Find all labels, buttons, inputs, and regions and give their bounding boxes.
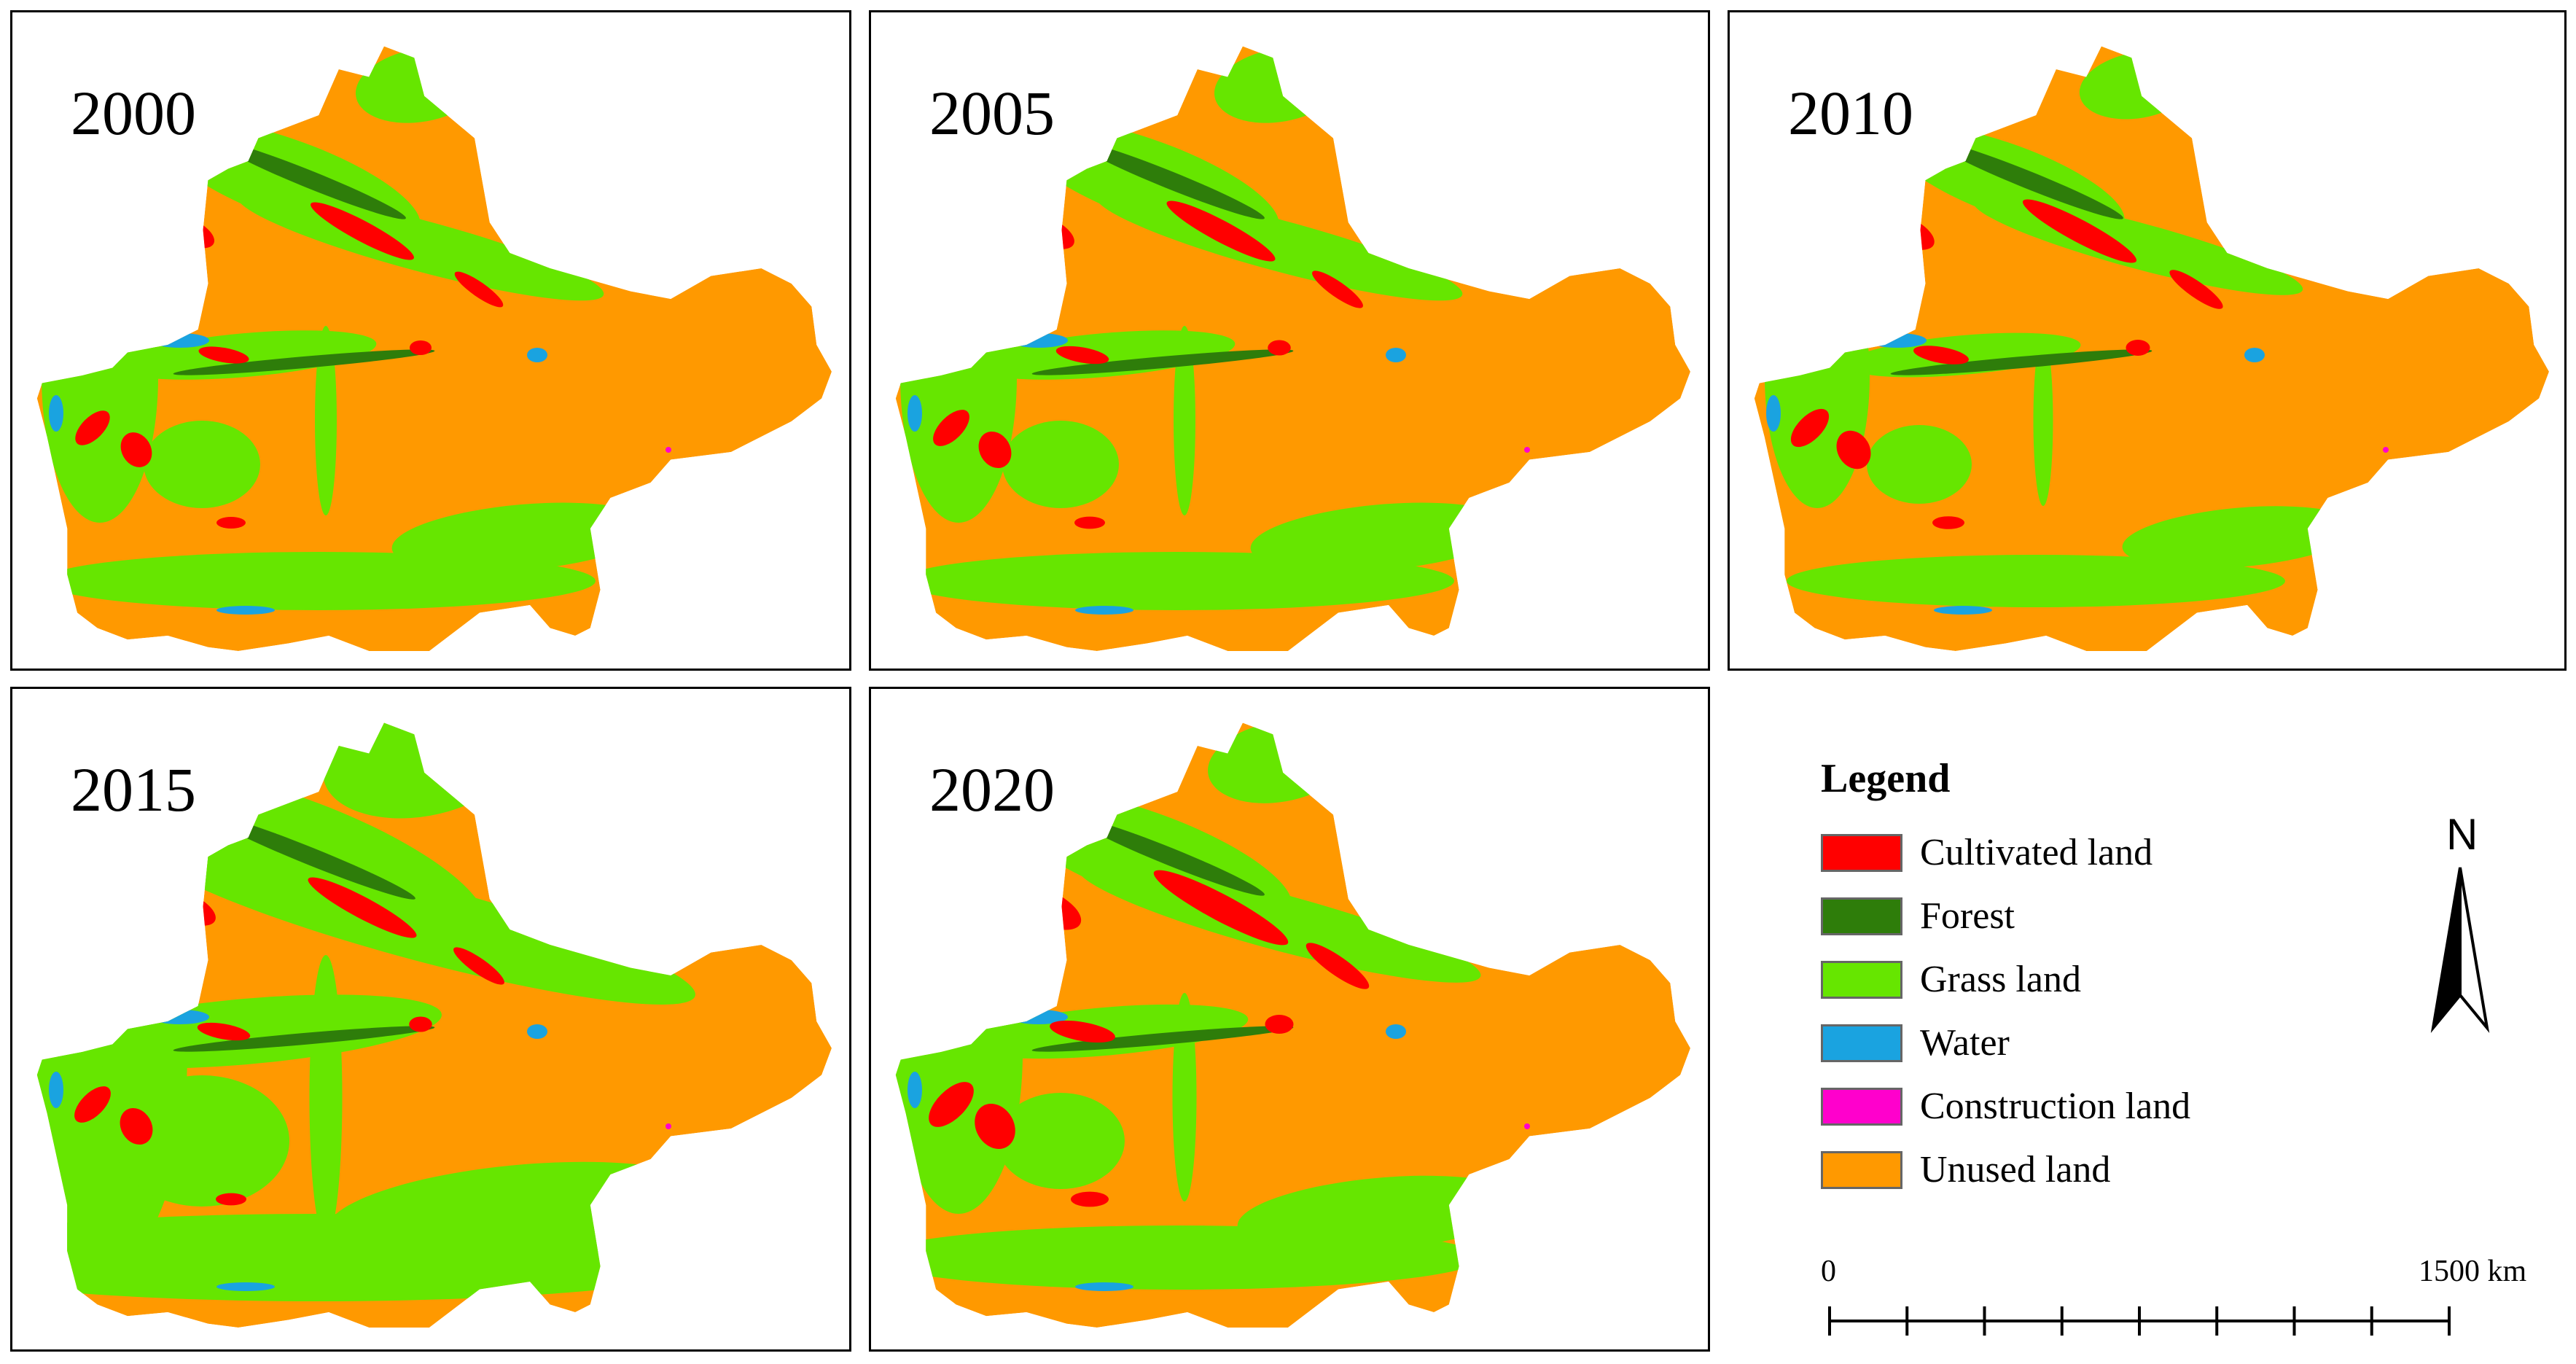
north-label: N bbox=[2446, 810, 2478, 859]
year-label: 2005 bbox=[929, 78, 1055, 148]
scale-bar-ruler bbox=[1828, 1306, 2451, 1336]
map-panel-2010: 2010 bbox=[1728, 10, 2567, 671]
land-use-map-2020 bbox=[895, 722, 1690, 1328]
legend-label: Forest bbox=[1920, 895, 2015, 937]
legend-label: Unused land bbox=[1920, 1148, 2111, 1190]
legend-item-water: Water bbox=[1821, 1011, 2190, 1075]
legend-label: Grass land bbox=[1920, 958, 2081, 1000]
legend-item-forest: Forest bbox=[1821, 884, 2190, 948]
legend-title: Legend bbox=[1821, 756, 1951, 801]
map-panel-2020: 2020 bbox=[869, 687, 1710, 1352]
legend: Legend Cultivated land Forest Grass land… bbox=[1821, 758, 2190, 1201]
map-panel-2000: 2000 bbox=[10, 10, 851, 671]
legend-item-cultivated-land: Cultivated land bbox=[1821, 821, 2190, 884]
north-arrow-icon bbox=[2430, 867, 2490, 1034]
year-label: 2015 bbox=[71, 755, 196, 825]
map-panel-2005: 2005 bbox=[869, 10, 1710, 671]
legend-label: Cultivated land bbox=[1920, 831, 2153, 873]
legend-item-construction-land: Construction land bbox=[1821, 1075, 2190, 1138]
legend-label: Water bbox=[1920, 1021, 2010, 1064]
scale-bar: 0 1500 km bbox=[1821, 1254, 2526, 1341]
legend-swatch bbox=[1821, 1150, 1902, 1189]
land-use-map-2005 bbox=[895, 46, 1690, 651]
legend-swatch bbox=[1821, 833, 1902, 872]
year-label: 2020 bbox=[929, 755, 1055, 825]
scale-end-label: 1500 km bbox=[2419, 1255, 2527, 1288]
year-label: 2010 bbox=[1788, 78, 1913, 148]
legend-item-unused-land: Unused land bbox=[1821, 1138, 2190, 1201]
legend-swatch bbox=[1821, 1024, 1902, 1062]
land-use-map-2015 bbox=[36, 722, 832, 1328]
legend-label: Construction land bbox=[1920, 1085, 2191, 1127]
land-use-map-2010 bbox=[1754, 46, 2549, 651]
year-label: 2000 bbox=[71, 78, 196, 148]
legend-swatch bbox=[1821, 1087, 1902, 1126]
land-use-map-2000 bbox=[36, 46, 832, 651]
scale-start-label: 0 bbox=[1821, 1255, 1836, 1288]
legend-item-grass-land: Grass land bbox=[1821, 948, 2190, 1011]
legend-swatch bbox=[1821, 897, 1902, 935]
map-panel-2015: 2015 bbox=[10, 687, 851, 1352]
legend-swatch bbox=[1821, 960, 1902, 999]
